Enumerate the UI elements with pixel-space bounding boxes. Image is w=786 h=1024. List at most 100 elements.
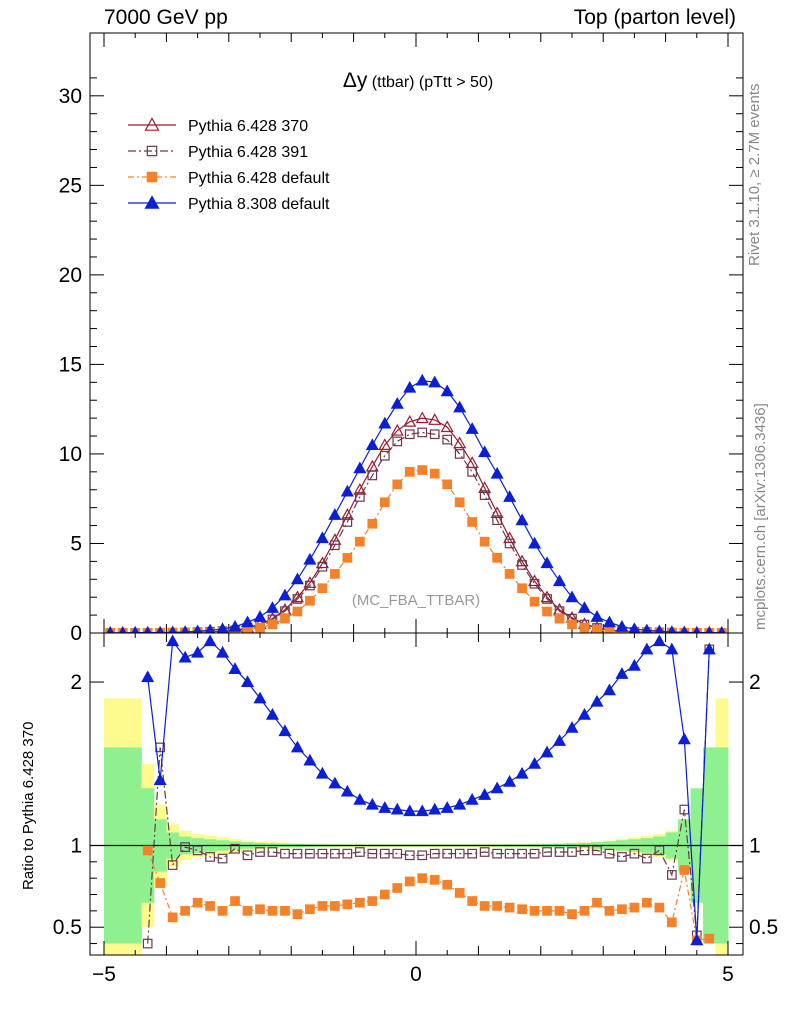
ratio-data-point [342, 848, 353, 859]
ratio-data-point [679, 865, 690, 875]
ratio-data-point [216, 645, 230, 658]
ratio-data-point [440, 801, 454, 813]
data-point [292, 606, 303, 617]
ratio-data-point [652, 634, 666, 647]
ratio-data-point [265, 707, 279, 720]
data-point [565, 590, 579, 603]
ratio-data-point [429, 848, 440, 859]
ratio-data-point [290, 740, 304, 753]
ratio-data-point [367, 896, 378, 906]
data-point [204, 623, 216, 633]
ratio-data-point [517, 904, 527, 915]
data-point [440, 420, 454, 433]
ratio-data-point [428, 802, 442, 815]
data-point [241, 615, 255, 628]
ratio-data-point [330, 848, 340, 859]
ratio-data-point [340, 784, 354, 797]
legend-item: Pythia 6.428 370 [128, 117, 308, 135]
data-point [292, 594, 303, 604]
data-point [490, 506, 504, 519]
data-point [542, 606, 552, 617]
data-point [705, 625, 714, 633]
data-point [342, 552, 353, 563]
ratio-data-point [417, 850, 428, 861]
y-tick-label: 10 [59, 443, 82, 466]
chart-title-symbol: Δy [343, 69, 368, 92]
ratio-data-point [180, 906, 190, 916]
data-point [615, 619, 629, 632]
ratio-data-point [379, 848, 390, 859]
data-point [415, 411, 429, 424]
data-point [417, 465, 428, 475]
legend-item: Pythia 6.428 default [128, 170, 330, 187]
ratio-data-point [390, 802, 404, 815]
data-point [143, 625, 152, 633]
ratio-data-point [454, 888, 465, 898]
ratio-data-point [228, 662, 242, 674]
ratio-data-point [567, 847, 577, 857]
ratio-data-point [303, 753, 317, 766]
data-point [228, 619, 242, 632]
legend-label: Pythia 6.428 default [188, 170, 330, 187]
ratio-data-point [479, 847, 490, 857]
ratio-data-point [704, 933, 715, 944]
data-point [305, 595, 315, 606]
data-point [478, 481, 492, 493]
main-panel: 0 5 10 15 20 25 30 Δy (ttbar) (pTtt > 50) (MC_FB… [59, 32, 744, 645]
data-point [404, 466, 415, 477]
y-tick-label: 0 [70, 622, 82, 645]
legend-marker [146, 171, 158, 183]
ratio-data-point [478, 788, 492, 800]
data-point [467, 517, 478, 527]
ratio-data-point [242, 850, 253, 861]
ratio-data-point [629, 848, 640, 859]
ratio-data-point [504, 902, 515, 913]
ratio-data-point [217, 853, 228, 864]
ratio-data-point [517, 848, 527, 859]
ratio-data-point [540, 745, 554, 758]
data-point [180, 625, 190, 633]
ratio-data-point [554, 847, 565, 857]
ratio-data-point [467, 848, 478, 859]
data-point [479, 536, 490, 547]
ratio-data-point [415, 804, 429, 817]
ratio-data-point [365, 797, 379, 810]
data-point [340, 484, 354, 497]
ratio-data-point [492, 848, 502, 859]
legend-marker [144, 195, 160, 209]
data-point [453, 400, 467, 413]
data-point [340, 508, 354, 520]
ratio-data-point [305, 848, 315, 859]
legend-marker [144, 117, 160, 131]
data-point [255, 622, 265, 633]
ratio-data-point [166, 634, 180, 647]
ratio-data-point [278, 724, 292, 737]
data-point [529, 578, 540, 589]
data-point [492, 515, 502, 526]
ratio-data-point [592, 897, 602, 908]
data-point [253, 610, 267, 622]
ratio-data-point [542, 847, 552, 857]
ratio-data-point [317, 901, 328, 911]
data-point [492, 552, 502, 563]
ratio-data-point [155, 878, 166, 888]
ratio-data-point [367, 848, 378, 859]
data-point [504, 538, 515, 549]
data-point [317, 583, 328, 594]
ratio-data-point [354, 847, 365, 857]
data-point [278, 588, 292, 601]
data-point [267, 619, 278, 630]
ratio-data-point [142, 845, 153, 856]
ratio-data-point [404, 850, 415, 861]
ratio-data-point [602, 683, 616, 696]
ratio-y-tick-label-right: 1 [749, 834, 761, 857]
ratio-data-point [342, 899, 353, 910]
ratio-data-point [191, 645, 205, 658]
ratio-data-point [404, 876, 415, 887]
ratio-data-point [442, 848, 453, 859]
ratio-data-point [267, 847, 278, 857]
ratio-data-point [515, 766, 529, 779]
data-point [428, 375, 442, 388]
ratio-data-point [417, 873, 428, 884]
legend-item: Pythia 6.428 391 [128, 144, 308, 161]
